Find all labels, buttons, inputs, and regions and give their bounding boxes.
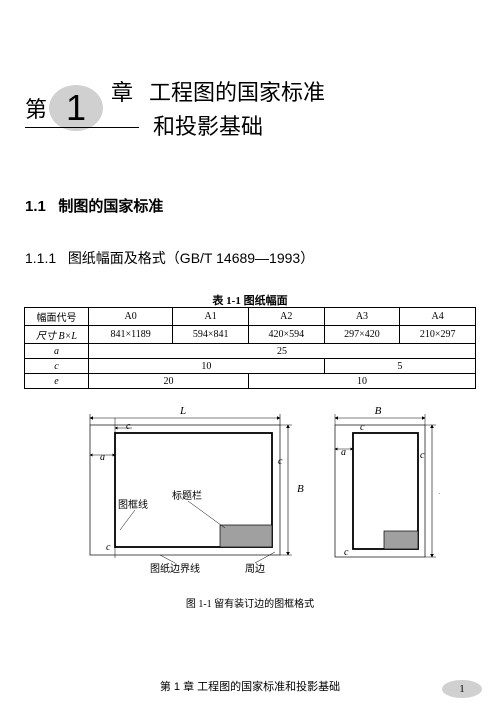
col-A3: A3: [324, 308, 400, 326]
table-caption: 表 1-1 图纸幅面: [0, 292, 500, 308]
dim-A2: 420×594: [248, 326, 324, 344]
chapter-title-line1: 工程图的国家标准: [149, 75, 325, 107]
header-rule: [25, 127, 139, 128]
e-value-1: 20: [89, 374, 249, 389]
chapter-prefix: 第: [25, 92, 47, 124]
dim-L: L: [179, 405, 186, 417]
table-row: 幅面代号 A0 A1 A2 A3 A4: [25, 308, 476, 326]
table-row: 尺寸 B×L 841×1189 594×841 420×594 297×420 …: [25, 326, 476, 344]
svg-text:a: a: [341, 447, 346, 458]
label-paper-boundary: 图纸边界线: [150, 562, 200, 575]
label-periphery: 周边: [245, 563, 265, 575]
svg-text:B: B: [375, 405, 382, 417]
chapter-header: 第 1 章 工程图的国家标准 和投影基础: [25, 75, 475, 141]
section-1-1-title: 制图的国家标准: [58, 198, 163, 215]
page-number-badge: 1: [442, 680, 482, 698]
svg-text:c: c: [344, 547, 349, 558]
svg-text:c: c: [278, 456, 283, 467]
a-value: 25: [89, 344, 476, 359]
row-a-label: a: [25, 344, 89, 359]
dim-A4: 210×297: [400, 326, 476, 344]
c-value-1: 10: [89, 359, 325, 374]
dim-B: B: [297, 483, 304, 495]
col-A4: A4: [400, 308, 476, 326]
svg-text:c: c: [360, 422, 365, 433]
chapter-number: 1: [66, 87, 86, 129]
svg-text:L: L: [438, 485, 440, 497]
dim-A1: 594×841: [173, 326, 249, 344]
figure-caption: 图 1-1 留有装订边的图框格式: [0, 595, 500, 610]
page-footer: 第 1 章 工程图的国家标准和投影基础: [0, 678, 500, 694]
section-1-1-number: 1.1: [25, 198, 46, 215]
row-e-label: e: [25, 374, 89, 389]
svg-text:c: c: [420, 450, 425, 461]
section-1-1-1: 1.1.1 图纸幅面及格式（GB/T 14689—1993）: [25, 248, 314, 268]
chapter-title-line2: 和投影基础: [153, 109, 325, 141]
section-1-1: 1.1 制图的国家标准: [25, 195, 163, 216]
paper-size-table: 幅面代号 A0 A1 A2 A3 A4 尺寸 B×L 841×1189 594×…: [24, 307, 476, 389]
section-1-1-1-title: 图纸幅面及格式（GB/T 14689—1993）: [68, 250, 314, 266]
chapter-suffix: 章: [111, 75, 133, 107]
table-row: a 25: [25, 344, 476, 359]
chapter-number-badge: 1: [49, 85, 103, 131]
dim-a-left: a: [100, 452, 105, 463]
dim-A0: 841×1189: [89, 326, 173, 344]
label-title-block: 标题栏: [172, 489, 202, 502]
col-A1: A1: [173, 308, 249, 326]
col-A2: A2: [248, 308, 324, 326]
label-frame-line: 图框线: [118, 498, 148, 511]
dim-c-top: c: [126, 421, 131, 432]
row-c-label: c: [25, 359, 89, 374]
page-number: 1: [459, 683, 465, 695]
section-1-1-1-number: 1.1.1: [25, 250, 56, 266]
c-value-2: 5: [324, 359, 475, 374]
dim-label: 尺寸 B×L: [25, 326, 89, 344]
col-A0: A0: [89, 308, 173, 326]
table-row: e 20 10: [25, 374, 476, 389]
chapter-title-block: 章 工程图的国家标准 和投影基础: [111, 75, 325, 141]
e-value-2: 10: [248, 374, 475, 389]
dim-A3: 297×420: [324, 326, 400, 344]
svg-text:c: c: [106, 542, 111, 553]
figure-1-1: L c a B c 图框线 标题栏 c 图纸边界线 周边: [60, 400, 440, 590]
header-label: 幅面代号: [25, 308, 89, 326]
table-row: c 10 5: [25, 359, 476, 374]
